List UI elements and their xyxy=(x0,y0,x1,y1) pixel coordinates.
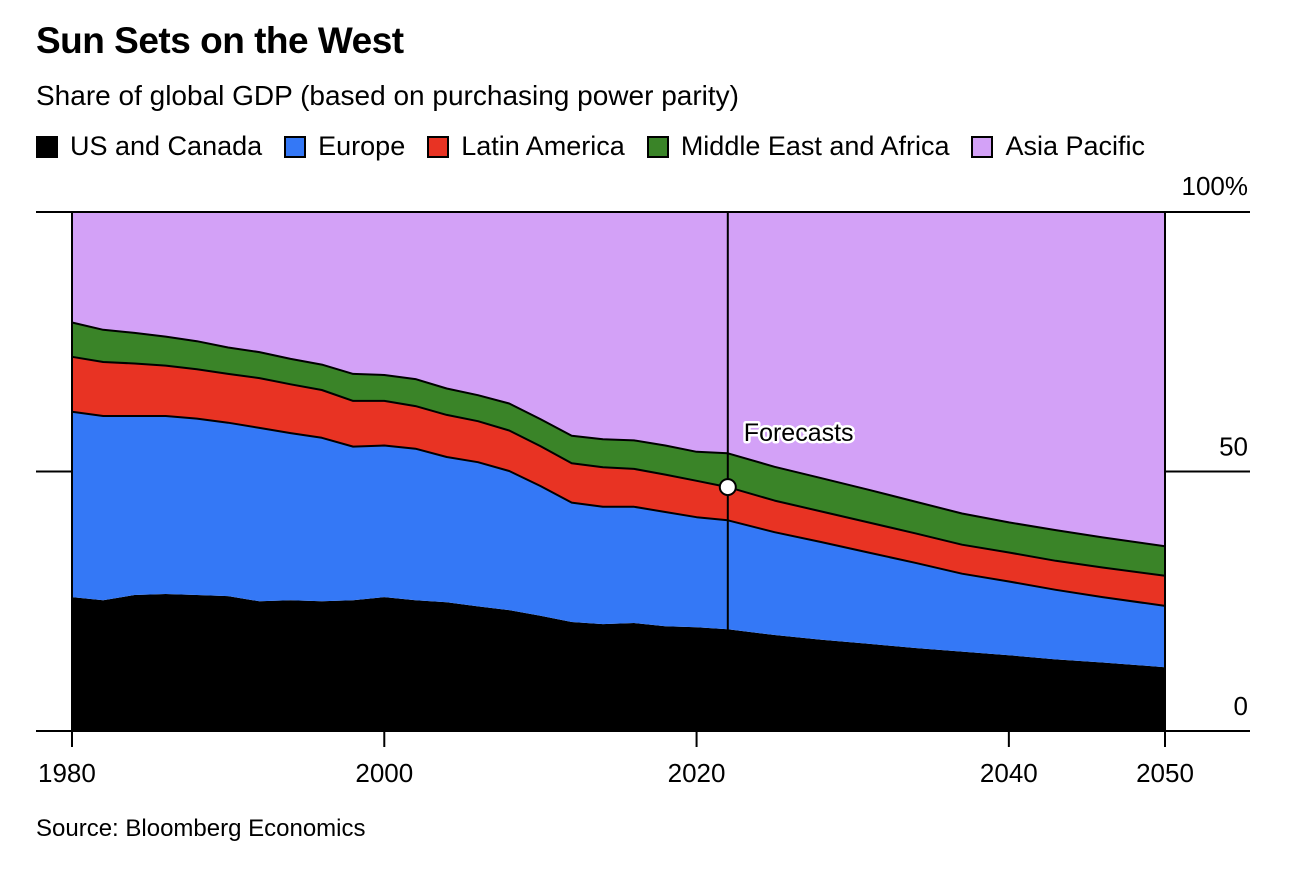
legend-swatch xyxy=(36,135,58,158)
forecast-marker xyxy=(718,478,737,497)
legend-item-us-and-canada: US and Canada xyxy=(36,131,262,162)
x-tick-label: 2020 xyxy=(668,758,726,788)
legend-swatch xyxy=(646,135,669,158)
source-note: Source: Bloomberg Economics xyxy=(36,815,366,842)
legend-label: US and Canada xyxy=(70,131,263,161)
y-tick-label: 0 xyxy=(1234,691,1248,721)
legend-swatch xyxy=(427,135,450,158)
legend-label: Latin America xyxy=(461,131,625,161)
area-asia-pacific xyxy=(72,212,1165,547)
legend-swatch xyxy=(971,135,994,158)
legend-label: Asia Pacific xyxy=(1005,131,1146,161)
x-tick-label: 2040 xyxy=(980,758,1038,788)
chart-subtitle: Share of global GDP (based on purchasing… xyxy=(36,80,739,111)
x-tick-label: 2000 xyxy=(355,758,413,788)
boundary-line-europe xyxy=(71,410,1166,607)
area-us-and-canada xyxy=(72,594,1165,731)
boundary-line-latin-america xyxy=(71,355,1166,577)
y-tick-label: 100% xyxy=(1182,171,1249,201)
y-tick-label: 50 xyxy=(1219,432,1248,462)
legend-item-latin-america: Latin America xyxy=(427,131,625,162)
legend-item-asia-pacific: Asia Pacific xyxy=(971,131,1145,162)
forecast-annotation: Forecasts xyxy=(744,419,854,447)
legend-item-europe: Europe xyxy=(284,131,405,162)
x-tick-label: 1980 xyxy=(38,758,96,788)
legend-label: Europe xyxy=(318,131,406,161)
boundary-line-middle-east-and-africa xyxy=(71,321,1166,548)
legend: US and Canada Europe Latin America Middle E… xyxy=(36,131,1167,162)
chart-title: Sun Sets on the West xyxy=(36,20,404,61)
legend-item-middle-east-and-africa: Middle East and Africa xyxy=(646,131,950,162)
area-europe xyxy=(72,411,1165,668)
area-middle-east-and-africa xyxy=(72,322,1165,576)
x-tick-label: 2050 xyxy=(1136,758,1194,788)
area-latin-america xyxy=(72,356,1165,606)
legend-swatch xyxy=(284,135,307,158)
legend-label: Middle East and Africa xyxy=(680,131,950,161)
